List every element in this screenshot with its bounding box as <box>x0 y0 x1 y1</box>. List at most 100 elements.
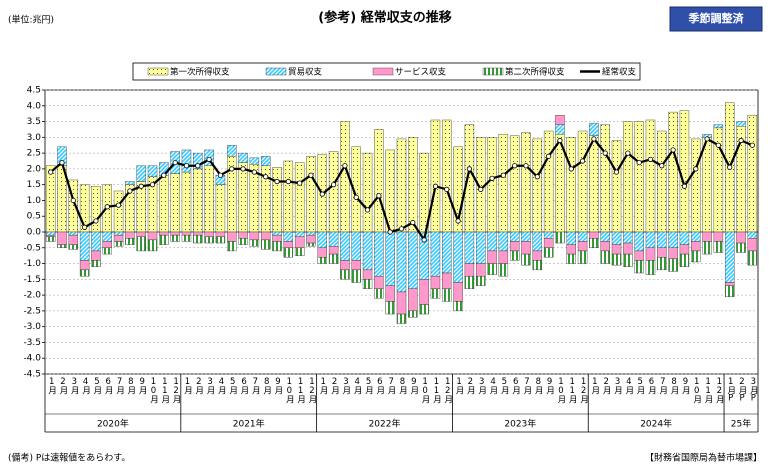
bar-segment <box>623 242 633 255</box>
bar-segment <box>442 231 452 274</box>
year-label: 2023年 <box>504 418 536 430</box>
y-tick-label: -4.5 <box>23 370 41 380</box>
bar-segment <box>204 231 214 237</box>
bar-segment <box>91 231 101 252</box>
x-tick-label: 9月 <box>273 377 283 395</box>
x-tick-label: 3月 <box>613 377 623 395</box>
bar-segment <box>555 124 565 135</box>
bar-segment <box>45 231 56 236</box>
bar-segment <box>328 231 339 247</box>
legend-label: サービス収支 <box>395 67 447 78</box>
bar-segment <box>521 241 531 255</box>
bar-segment <box>419 279 429 305</box>
bar-segment <box>215 231 226 237</box>
bar-segment <box>113 234 124 242</box>
x-tick-label: 6月 <box>511 377 521 395</box>
bar-segment <box>249 231 260 241</box>
bar-segment <box>385 231 395 286</box>
bar-segment <box>68 244 79 250</box>
bar-segment <box>498 263 509 277</box>
bar-segment <box>215 184 226 233</box>
x-tick-label: 6月 <box>239 377 249 395</box>
x-tick-label: 2月 <box>194 377 204 395</box>
bar-segment <box>702 231 712 242</box>
line-marker <box>715 142 721 148</box>
bar-segment <box>679 231 690 245</box>
bar-segment <box>340 269 350 280</box>
bar-segment <box>634 250 644 261</box>
line-marker <box>161 172 167 178</box>
legend-label: 貿易収支 <box>288 67 323 78</box>
line-marker <box>308 172 314 178</box>
bar-segment <box>328 245 339 255</box>
bar-segment <box>566 137 576 233</box>
x-tick-label: 2月 <box>58 377 68 395</box>
line-marker <box>149 182 156 188</box>
bar-segment <box>668 231 678 248</box>
bar-segment <box>464 231 475 264</box>
y-tick-label: -4.0 <box>23 354 41 364</box>
bar-segment <box>317 257 328 264</box>
bar-segment <box>589 135 599 233</box>
line-marker <box>138 183 144 189</box>
bar-segment <box>611 253 622 266</box>
x-tick-label: 7月 <box>386 377 396 395</box>
bar-segment <box>362 279 373 290</box>
bar-segment <box>260 156 271 166</box>
bar-segment <box>227 145 237 157</box>
bar-segment <box>475 263 486 277</box>
year-label: 2020年 <box>97 418 129 430</box>
line-marker <box>625 150 631 156</box>
bar-segment <box>227 231 237 242</box>
x-tick-label: 5月 <box>228 377 238 395</box>
x-tick-label: 10月 <box>692 377 702 404</box>
legend-label: 経常収支 <box>602 67 637 78</box>
bar-segment <box>193 168 203 233</box>
badge-box <box>669 6 763 32</box>
bar-segment <box>351 231 361 261</box>
bar-segment <box>317 231 328 248</box>
bar-segment <box>566 253 576 264</box>
line-marker <box>263 174 269 180</box>
x-tick-label: 11月 <box>431 377 441 404</box>
bar-segment <box>125 181 135 185</box>
x-tick-label: 12月 <box>443 377 453 404</box>
x-tick-label: 7月 <box>522 377 532 395</box>
year-label: 2021年 <box>233 418 265 430</box>
bar-segment <box>589 238 599 248</box>
bar-segment <box>724 285 735 297</box>
unit-label: (単位:兆円) <box>8 14 54 26</box>
bar-segment <box>532 250 543 261</box>
x-tick-label: 10月 <box>284 377 294 404</box>
line-marker <box>523 163 529 169</box>
bar-segment <box>159 231 169 236</box>
bar-segment <box>136 181 146 233</box>
bar-segment <box>79 269 90 277</box>
line-marker <box>195 163 201 169</box>
line-marker <box>557 137 563 144</box>
bar-segment <box>102 241 112 248</box>
x-tick-label: 7月 <box>658 377 668 395</box>
bar-segment <box>691 138 701 233</box>
bar-segment <box>679 244 690 255</box>
bar-segment <box>566 231 576 245</box>
bar-segment <box>430 275 441 289</box>
x-tick-label: 11月 <box>160 377 170 404</box>
line-marker <box>579 158 586 164</box>
bar-segment <box>600 231 610 242</box>
line-marker <box>115 202 122 208</box>
bar-segment <box>509 241 520 252</box>
bar-segment <box>419 304 429 315</box>
bar-segment <box>747 231 758 239</box>
y-tick-label: 1.0 <box>27 196 42 206</box>
bar-segment <box>747 115 758 233</box>
line-marker <box>285 178 291 185</box>
y-tick-label: 3.5 <box>27 117 41 127</box>
bar-segment <box>475 275 486 286</box>
bar-segment <box>702 241 712 255</box>
line-marker <box>59 159 65 166</box>
x-tick-label: 12月 <box>307 377 317 404</box>
bar-segment <box>691 231 701 242</box>
line-marker <box>444 186 450 192</box>
line-marker <box>251 169 257 175</box>
